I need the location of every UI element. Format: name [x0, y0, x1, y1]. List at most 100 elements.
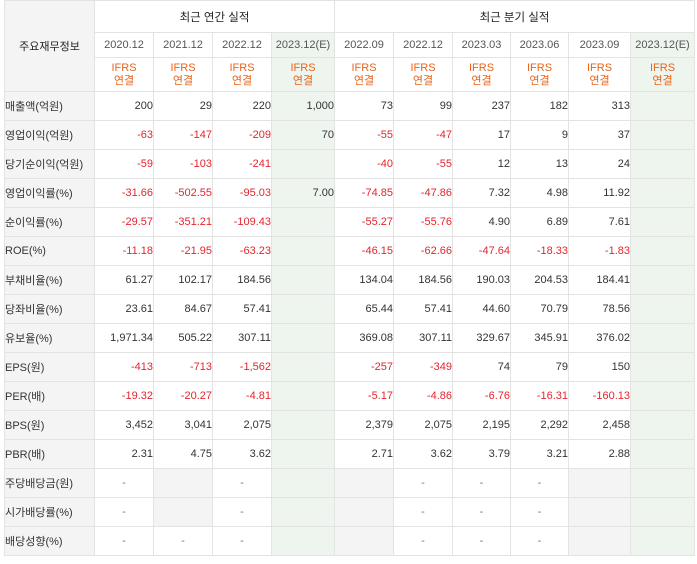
cell-value	[630, 207, 695, 237]
cell-value: 3.62	[212, 439, 272, 469]
table-body: 매출액(억원) 200 29 220 1,000 73 99 237 182 313 영업이익(억원…	[4, 91, 695, 556]
cell-value: 84.67	[153, 294, 213, 324]
table-row: 영업이익률(%) -31.66 -502.55 -95.03 7.00 -74.85 -47…	[4, 178, 695, 208]
ifrs-line1: IFRS	[468, 61, 495, 74]
row-label: 시가배당률(%)	[4, 497, 95, 527]
cell-value	[630, 439, 695, 469]
cell-value: 184.56	[393, 265, 453, 295]
ifrs-line2: 연결	[471, 74, 492, 87]
cell-value: 307.11	[393, 323, 453, 353]
cell-value: -55.27	[334, 207, 394, 237]
ifrs-line2: 연결	[353, 74, 375, 87]
table-row: 시가배당률(%) - - - - -	[4, 497, 695, 527]
cell-value: 2,379	[334, 410, 394, 440]
ifrs-line1: IFRS	[649, 61, 676, 74]
period-header: 2022.12	[212, 32, 272, 58]
cell-value: 2.71	[334, 439, 394, 469]
ifrs-label: IFRS 연결	[510, 57, 569, 92]
cell-value: 2,458	[568, 410, 631, 440]
cell-value: 57.41	[212, 294, 272, 324]
ifrs-line1: IFRS	[290, 61, 316, 74]
cell-value: 2,195	[452, 410, 511, 440]
cell-value	[630, 352, 695, 382]
ifrs-line2: 연결	[172, 74, 194, 87]
cell-value: -4.81	[212, 381, 272, 411]
table-row: 영업이익(억원) -63 -147 -209 70 -55 -47 17 9 37	[4, 120, 695, 150]
cell-value: 79	[510, 352, 569, 382]
table-row: PER(배) -19.32 -20.27 -4.81 -5.17 -4.86 -6.76 -1…	[4, 381, 695, 411]
cell-value: 73	[334, 91, 394, 121]
cell-value: 369.08	[334, 323, 394, 353]
cell-value: -55	[334, 120, 394, 150]
ifrs-line1: IFRS	[170, 61, 196, 74]
table-row: ROE(%) -11.18 -21.95 -63.23 -46.15 -62.66 -47.…	[4, 236, 695, 266]
cell-value: -18.33	[510, 236, 569, 266]
cell-value: -63.23	[212, 236, 272, 266]
cell-value: -	[212, 526, 272, 556]
cell-value: -160.13	[568, 381, 631, 411]
cell-value: 3.62	[393, 439, 453, 469]
ifrs-line2: 연결	[113, 74, 135, 87]
row-label: ROE(%)	[4, 236, 95, 266]
cell-value: -349	[393, 352, 453, 382]
cell-value: 4.75	[153, 439, 213, 469]
cell-value: 3,041	[153, 410, 213, 440]
cell-value: 74	[452, 352, 511, 382]
cell-value: 44.60	[452, 294, 511, 324]
cell-value: -	[510, 497, 569, 527]
cell-value: 2,075	[393, 410, 453, 440]
cell-value: 2,075	[212, 410, 272, 440]
cell-value: -	[393, 468, 453, 498]
row-label: BPS(원)	[4, 410, 95, 440]
cell-value	[630, 265, 695, 295]
ifrs-line2: 연결	[292, 74, 314, 87]
ifrs-label: IFRS 연결	[568, 57, 631, 92]
cell-value	[630, 178, 695, 208]
period-header: 2022.09	[334, 32, 394, 58]
period-header: 2023.12(E)	[630, 32, 695, 58]
cell-value	[568, 526, 631, 556]
ifrs-line1: IFRS	[351, 61, 377, 74]
cell-value	[153, 468, 213, 498]
cell-value: 11.92	[568, 178, 631, 208]
cell-value: -1.83	[568, 236, 631, 266]
row-label: 순이익률(%)	[4, 207, 95, 237]
row-label: 배당성향(%)	[4, 526, 95, 556]
cell-value: 4.90	[452, 207, 511, 237]
cell-value	[271, 323, 335, 353]
cell-value: -	[94, 526, 154, 556]
ifrs-line1: IFRS	[526, 61, 553, 74]
row-label: PBR(배)	[4, 439, 95, 469]
cell-value: 7.00	[271, 178, 335, 208]
cell-value: -	[94, 497, 154, 527]
row-label: 매출액(억원)	[4, 91, 95, 121]
ifrs-label: IFRS 연결	[334, 57, 394, 92]
cell-value: 184.56	[212, 265, 272, 295]
cell-value: -	[510, 526, 569, 556]
table-row: 유보율(%) 1,971.34 505.22 307.11 369.08 307.11 32…	[4, 323, 695, 353]
cell-value: 2,292	[510, 410, 569, 440]
cell-value: -147	[153, 120, 213, 150]
row-label: 유보율(%)	[4, 323, 95, 353]
cell-value	[271, 526, 335, 556]
ifrs-line1: IFRS	[410, 61, 436, 74]
cell-value	[630, 236, 695, 266]
cell-value: -20.27	[153, 381, 213, 411]
ifrs-line1: IFRS	[111, 61, 137, 74]
cell-value	[630, 294, 695, 324]
ifrs-label: IFRS 연결	[452, 57, 511, 92]
cell-value: -	[452, 497, 511, 527]
cell-value: -47	[393, 120, 453, 150]
cell-value: -1,562	[212, 352, 272, 382]
cell-value: 37	[568, 120, 631, 150]
cell-value: -257	[334, 352, 394, 382]
table-row: EPS(원) -413 -713 -1,562 -257 -349 74 79 150	[4, 352, 695, 382]
cell-value	[271, 439, 335, 469]
table-row: PBR(배) 2.31 4.75 3.62 2.71 3.62 3.79 3.21 2.88	[4, 439, 695, 469]
cell-value: -241	[212, 149, 272, 179]
cell-value: 102.17	[153, 265, 213, 295]
cell-value: 7.61	[568, 207, 631, 237]
row-label: 당좌비율(%)	[4, 294, 95, 324]
cell-value: -413	[94, 352, 154, 382]
period-header: 2023.03	[452, 32, 511, 58]
